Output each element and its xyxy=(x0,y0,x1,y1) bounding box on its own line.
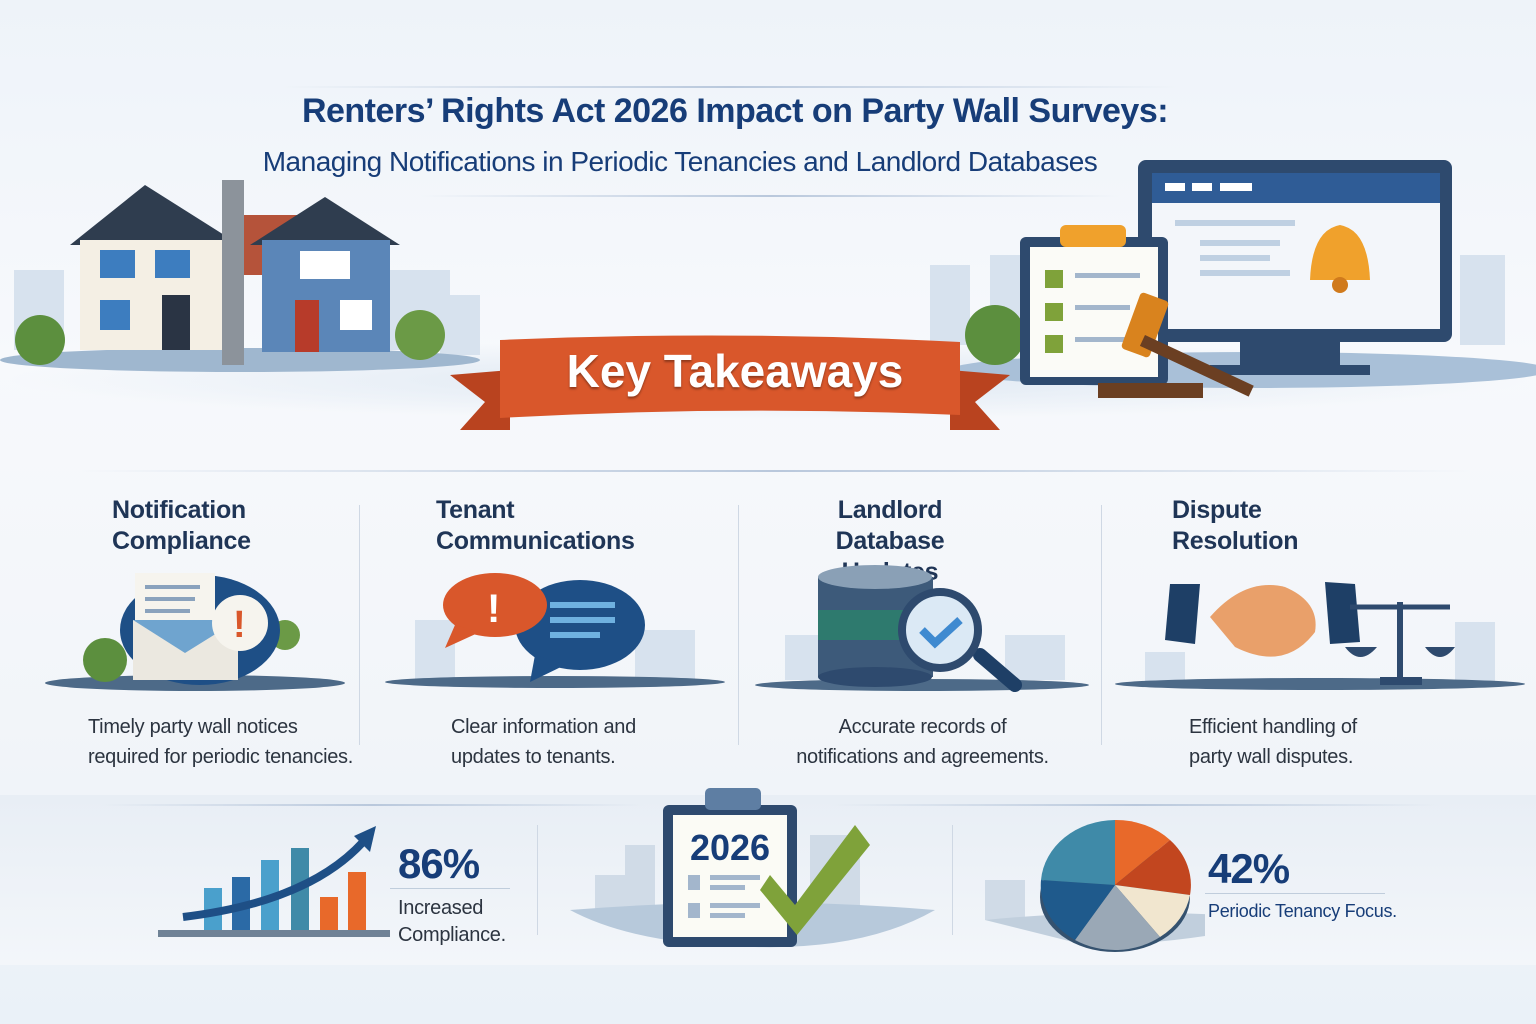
houses-illustration xyxy=(0,180,480,372)
stats-rule xyxy=(100,804,645,806)
column-separator xyxy=(1101,505,1102,745)
speech-bubbles-icon: ! xyxy=(385,573,725,688)
takeaway-desc: Clear information and updates to tenants… xyxy=(451,712,636,772)
takeaway-heading: Landlord Database xyxy=(835,496,945,555)
stats-separator xyxy=(537,825,538,935)
stats-separator xyxy=(952,825,953,935)
takeaway-tenant-communications: Tenant Communications xyxy=(436,495,635,557)
column-separator xyxy=(738,505,739,745)
desc-line: Timely party wall notices xyxy=(88,716,298,738)
year-value: 2026 xyxy=(690,827,770,868)
desc-line: notifications and agreements. xyxy=(796,746,1049,768)
bar-chart-arrow-icon xyxy=(158,826,390,937)
page-title: Renters’ Rights Act 2026 Impact on Party… xyxy=(301,92,1169,130)
takeaway-desc: Timely party wall notices required for p… xyxy=(88,712,353,772)
key-takeaways-banner xyxy=(450,335,1010,430)
title-rule-top xyxy=(280,86,1180,88)
desc-line: Efficient handling of xyxy=(1189,716,1357,738)
takeaway-desc: Efficient handling of party wall dispute… xyxy=(1189,712,1357,772)
takeaway-heading: Compliance xyxy=(112,527,251,555)
database-search-icon xyxy=(755,565,1089,692)
envelope-alert-icon: ! xyxy=(45,573,345,691)
section-divider xyxy=(80,470,1470,472)
svg-text:!: ! xyxy=(487,587,500,631)
takeaway-dispute-resolution: Dispute Resolution xyxy=(1172,495,1298,557)
stats-rule xyxy=(830,804,1440,806)
desc-line: Clear information and xyxy=(451,716,636,738)
title-rule-bottom xyxy=(420,195,1120,197)
page-subtitle: Managing Notifications in Periodic Tenan… xyxy=(262,146,1098,177)
desc-line: updates to tenants. xyxy=(451,746,616,768)
desc-line: party wall disputes. xyxy=(1189,746,1354,768)
takeaway-heading: Notification xyxy=(112,496,246,524)
takeaway-heading: Dispute xyxy=(1172,496,1262,524)
takeaway-heading: Tenant xyxy=(436,496,515,524)
stat-periodic-value: 42% xyxy=(1208,845,1290,892)
takeaway-notification-compliance: Notification Compliance xyxy=(112,495,251,557)
stat-label-line: Compliance. xyxy=(398,924,506,946)
takeaway-heading: Communications xyxy=(436,527,635,555)
stat-rule xyxy=(1205,893,1385,894)
column-separator xyxy=(359,505,360,745)
stat-label-line: Increased xyxy=(398,897,484,919)
monitor-clipboard-illustration xyxy=(930,160,1536,398)
desc-line: Accurate records of xyxy=(838,716,1007,738)
svg-text:!: ! xyxy=(233,604,246,646)
takeaway-desc: Accurate records of notifications and ag… xyxy=(790,712,1055,772)
clipboard-check-icon: 2026 xyxy=(570,788,935,948)
handshake-scales-icon xyxy=(1115,582,1525,690)
stat-rule xyxy=(390,888,510,889)
desc-line: required for periodic tenancies. xyxy=(88,746,353,768)
stat-compliance-label: Increased Compliance. xyxy=(398,895,506,949)
banner-label: Key Takeaways xyxy=(566,345,904,397)
stat-periodic-label: Periodic Tenancy Focus. xyxy=(1208,901,1397,921)
pie-chart-icon xyxy=(985,819,1205,952)
takeaway-heading: Resolution xyxy=(1172,527,1299,555)
stat-compliance-value: 86% xyxy=(398,840,480,887)
